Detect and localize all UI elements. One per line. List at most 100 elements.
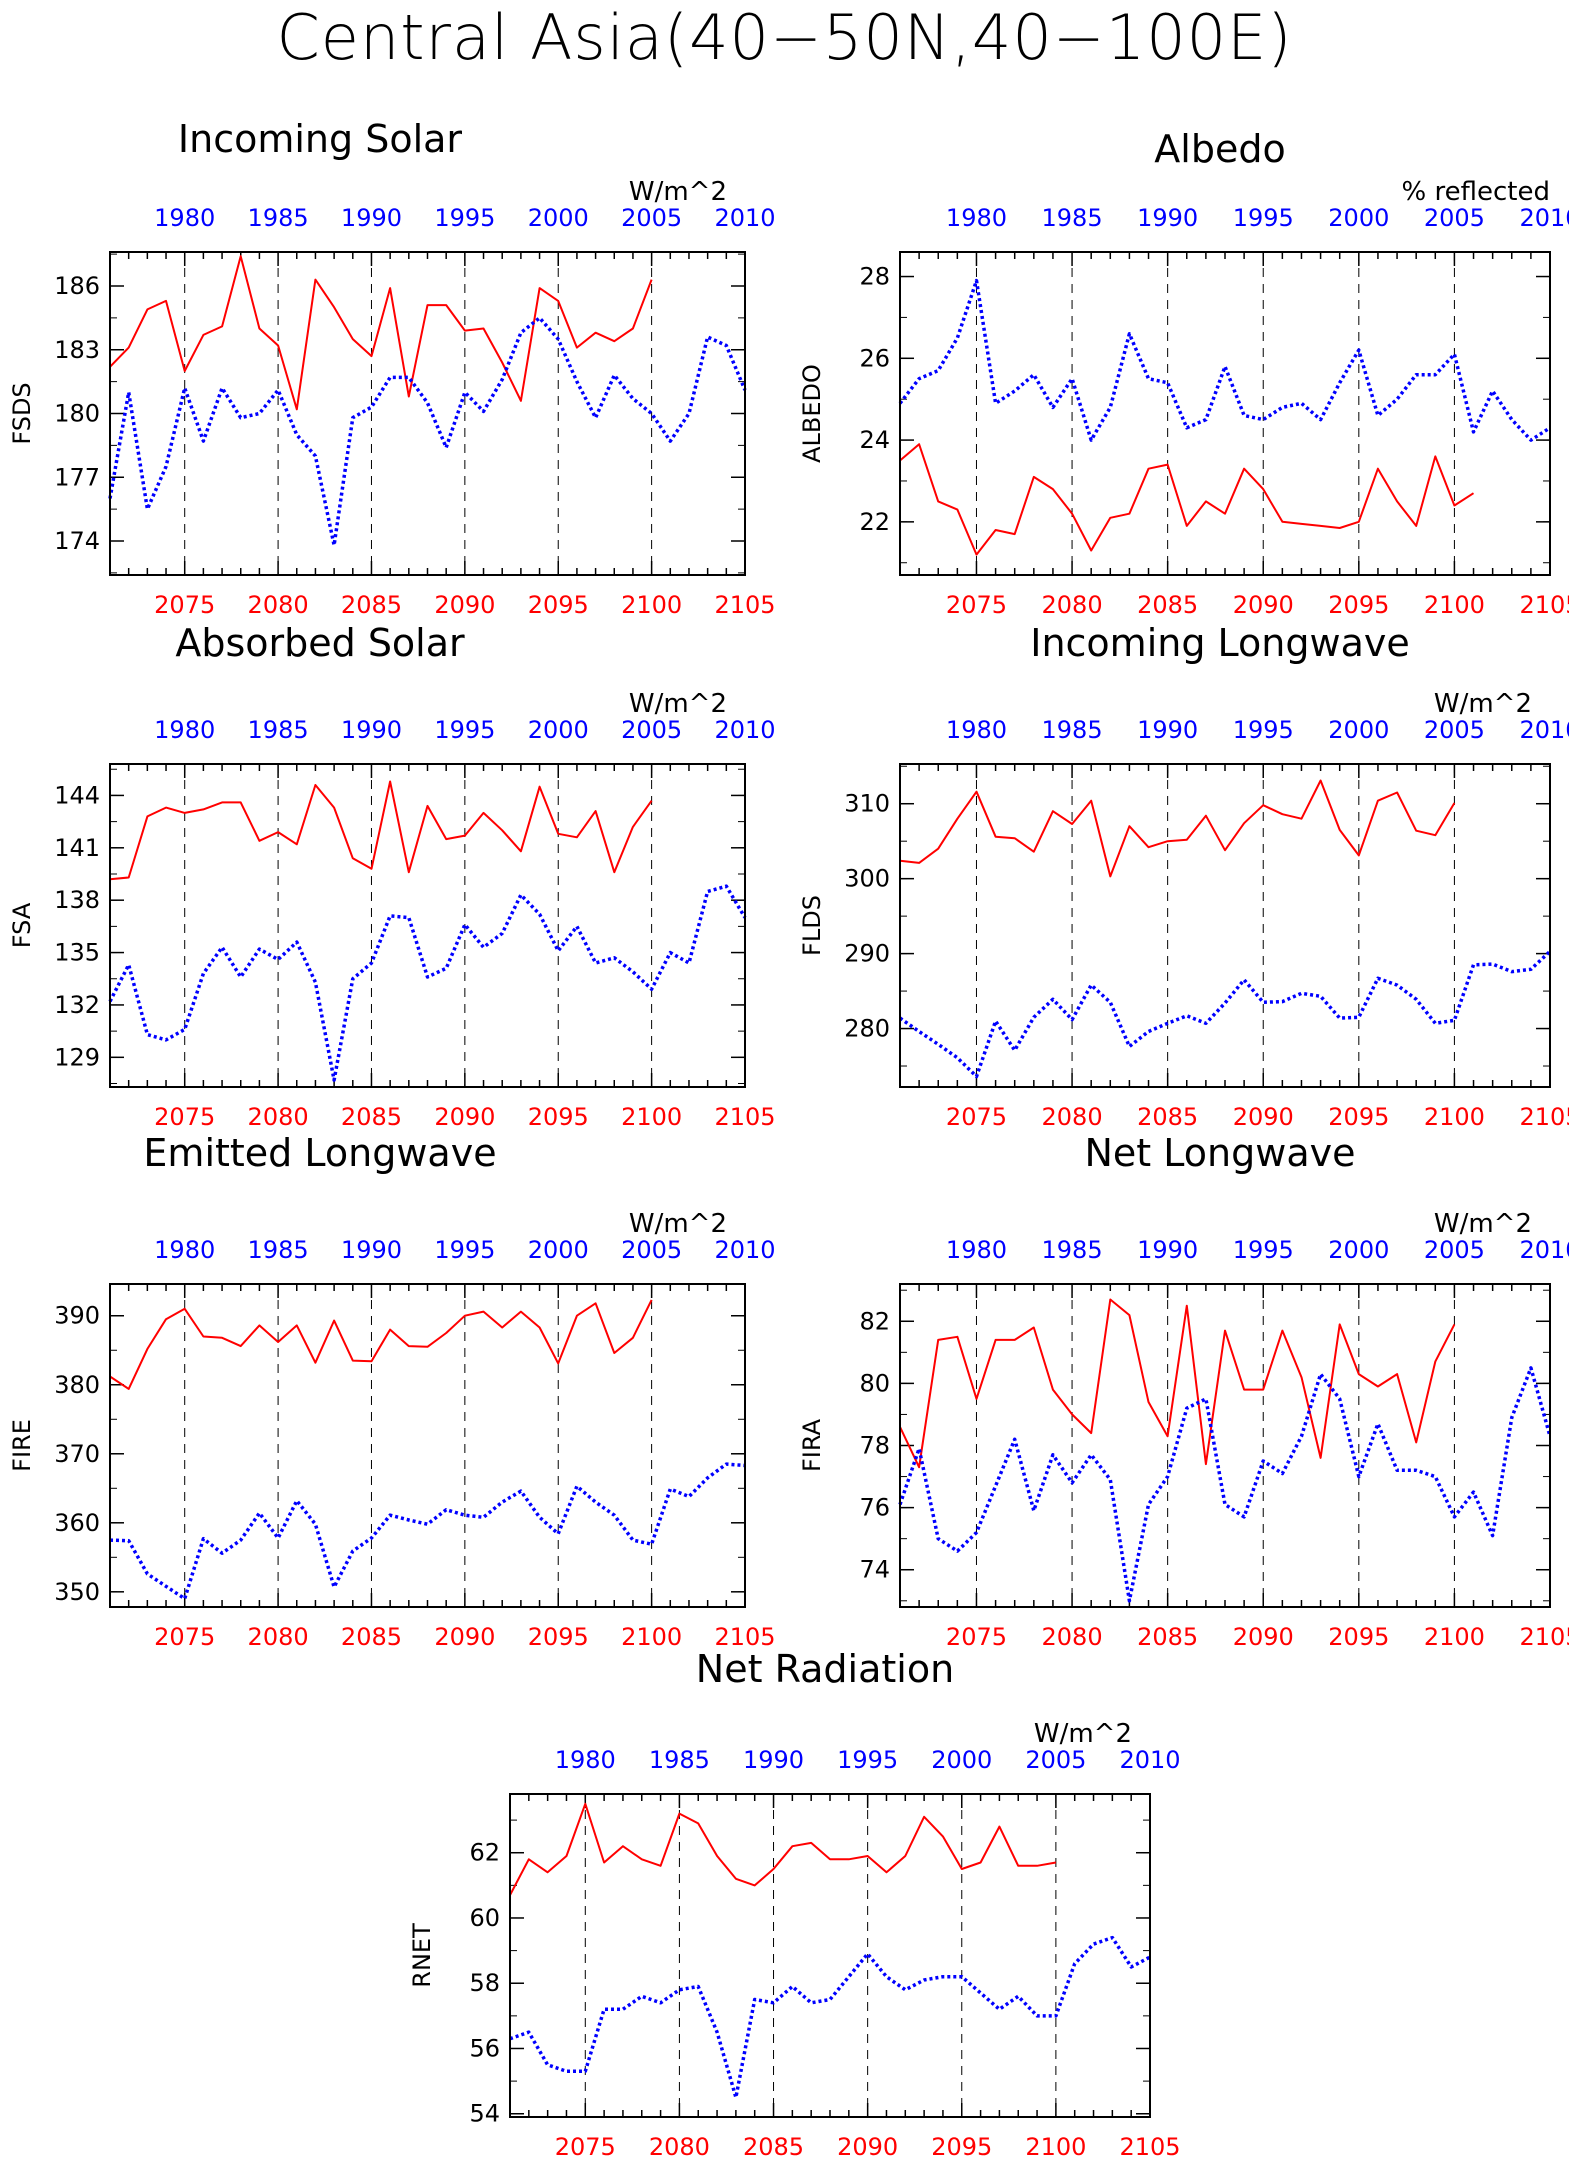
bottom-tick-label: 2075 [154, 591, 215, 619]
bottom-tick-label: 2100 [1424, 1103, 1485, 1131]
top-tick-label: 1980 [946, 1236, 1007, 1264]
series-line-past [898, 1366, 1552, 1603]
y-axis-label: FSDS [8, 382, 36, 444]
series-line-future [109, 1299, 653, 1390]
top-tick-label: 1980 [154, 1236, 215, 1264]
bottom-tick-label: 2100 [1025, 2133, 1086, 2160]
bottom-tick-label: 2095 [528, 1103, 589, 1131]
series-line-past [898, 950, 1552, 1079]
y-tick-label: 138 [54, 886, 100, 914]
top-tick-label: 2000 [931, 1746, 992, 1774]
chart-emitted-longwave: Emitted Longwave W/m^2 1980 1985 1990 1995 200… [0, 1131, 780, 1652]
top-tick-label: 2010 [1519, 204, 1569, 232]
bottom-tick-label: 2095 [528, 591, 589, 619]
chart-incoming-longwave: Incoming Longwave W/m^2 1980 1985 1990 1995 20… [780, 621, 1569, 1142]
chart-title: Net Radiation [696, 1647, 954, 1691]
top-tick-label: 2010 [1519, 1236, 1569, 1264]
top-tick-label: 2005 [621, 204, 682, 232]
chart-title: Albedo [1154, 127, 1285, 171]
bottom-tick-label: 2100 [621, 1623, 682, 1651]
series-line-past [509, 1935, 1151, 2100]
top-tick-label: 2000 [528, 204, 589, 232]
y-tick-label: 310 [844, 790, 890, 818]
y-tick-label: 144 [54, 781, 100, 809]
bottom-tick-label: 2095 [1328, 591, 1389, 619]
y-tick-label: 76 [859, 1494, 890, 1522]
bottom-tick-label: 2080 [1042, 1103, 1103, 1131]
top-tick-label: 1980 [946, 204, 1007, 232]
bottom-tick-label: 2075 [946, 1623, 1007, 1651]
chart-svg: Albedo % reflected 1980 1985 1990 1995 2000 200… [798, 127, 1569, 619]
top-tick-label: 1995 [434, 716, 495, 744]
chart-absorbed-solar: Absorbed Solar W/m^2 1980 1985 1990 1995 2000 2… [0, 621, 780, 1142]
top-tick-label: 1995 [1233, 1236, 1294, 1264]
top-tick-label: 1995 [1233, 204, 1294, 232]
chart-svg: Incoming Longwave W/m^2 1980 1985 1990 1995 20… [798, 621, 1569, 1131]
y-tick-label: 26 [859, 344, 890, 372]
y-tick-label: 174 [54, 527, 100, 555]
y-tick-label: 129 [54, 1043, 100, 1071]
plot-frame [109, 763, 746, 1088]
bottom-tick-label: 2080 [649, 2133, 710, 2160]
unit-label: W/m^2 [1034, 1719, 1132, 1749]
y-tick-label: 390 [54, 1302, 100, 1330]
top-tick-label: 2000 [1328, 1236, 1389, 1264]
bottom-tick-label: 2100 [621, 1103, 682, 1131]
series-line-future [109, 255, 653, 411]
series-line-past [898, 278, 1551, 442]
y-tick-label: 370 [54, 1440, 100, 1468]
top-tick-label: 1995 [434, 204, 495, 232]
top-tick-label: 2010 [714, 204, 775, 232]
bottom-tick-label: 2105 [1519, 591, 1569, 619]
bottom-tick-label: 2105 [1519, 1103, 1569, 1131]
bottom-tick-label: 2105 [1519, 1623, 1569, 1651]
chart-title: Incoming Solar [178, 117, 463, 161]
y-tick-label: 60 [469, 1904, 500, 1932]
bottom-tick-label: 2085 [341, 1623, 402, 1651]
top-tick-label: 2005 [1025, 1746, 1086, 1774]
unit-label: W/m^2 [629, 1209, 727, 1239]
top-tick-label: 1990 [341, 1236, 402, 1264]
top-tick-label: 1990 [743, 1746, 804, 1774]
top-tick-label: 1990 [341, 716, 402, 744]
unit-label: W/m^2 [1434, 689, 1532, 719]
bottom-tick-label: 2080 [248, 1103, 309, 1131]
bottom-tick-label: 2095 [931, 2133, 992, 2160]
bottom-tick-label: 2105 [1119, 2133, 1180, 2160]
bottom-tick-label: 2080 [248, 591, 309, 619]
plot-frame [109, 251, 746, 576]
series-line-future [109, 780, 653, 881]
main-title: Central Asia(40−50N,40−100E) [276, 1, 1293, 74]
plot-frame [899, 1283, 1551, 1608]
y-axis-label: RNET [408, 1923, 436, 1988]
bottom-tick-label: 2100 [621, 591, 682, 619]
y-tick-label: 58 [469, 1969, 500, 1997]
top-tick-label: 2005 [1424, 716, 1485, 744]
top-tick-label: 1985 [248, 716, 309, 744]
y-tick-label: 186 [54, 272, 100, 300]
y-tick-label: 180 [54, 400, 100, 428]
y-tick-label: 350 [54, 1578, 100, 1606]
top-tick-label: 2000 [528, 1236, 589, 1264]
y-tick-label: 183 [54, 336, 100, 364]
top-tick-label: 1990 [1137, 716, 1198, 744]
bottom-tick-label: 2095 [1328, 1623, 1389, 1651]
chart-svg: Net Longwave W/m^2 1980 1985 1990 1995 2000 200… [798, 1131, 1569, 1651]
bottom-tick-label: 2085 [341, 1103, 402, 1131]
bottom-tick-label: 2080 [248, 1623, 309, 1651]
unit-label: W/m^2 [629, 177, 727, 207]
bottom-tick-label: 2105 [714, 591, 775, 619]
plot-frame [899, 763, 1551, 1088]
y-tick-label: 141 [54, 834, 100, 862]
top-tick-label: 1985 [248, 1236, 309, 1264]
y-tick-label: 300 [844, 865, 890, 893]
bottom-tick-label: 2085 [1137, 591, 1198, 619]
bottom-tick-label: 2085 [1137, 1103, 1198, 1131]
top-tick-label: 2005 [621, 716, 682, 744]
chart-title: Emitted Longwave [143, 1131, 496, 1175]
y-tick-label: 54 [469, 2100, 500, 2128]
top-tick-label: 2005 [1424, 204, 1485, 232]
y-tick-label: 78 [859, 1432, 890, 1460]
y-tick-label: 290 [844, 940, 890, 968]
bottom-tick-label: 2090 [1233, 1623, 1294, 1651]
